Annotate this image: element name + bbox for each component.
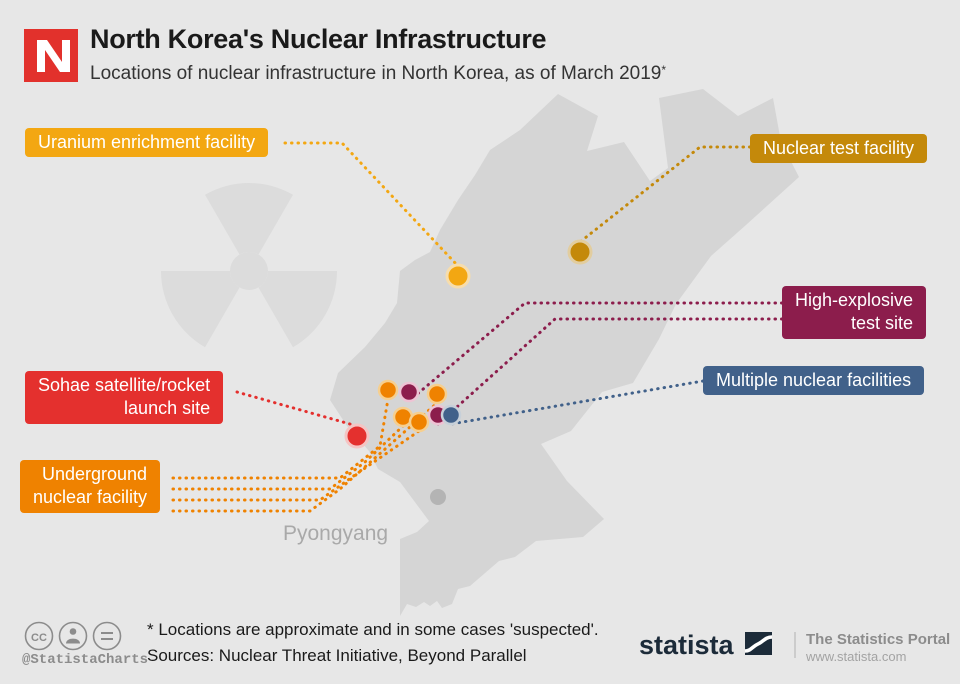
svg-text:CC: CC xyxy=(31,632,47,644)
svg-text:statista: statista xyxy=(639,631,735,660)
